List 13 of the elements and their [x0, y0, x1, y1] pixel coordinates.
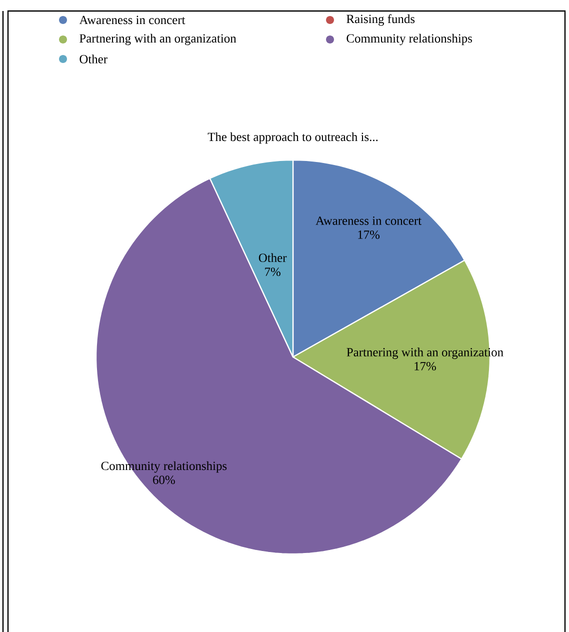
data-label: 17% [358, 230, 380, 239]
slice-label: Other [258, 253, 287, 262]
legend-label: Other [80, 54, 108, 64]
legend-label: Partnering with an organization [80, 34, 236, 46]
legend-label: Awareness in concert [79, 16, 186, 24]
legend-label: Raising funds [346, 14, 415, 26]
slice-label: Awareness in concert [316, 216, 422, 225]
slice-label: Community relationships [101, 461, 227, 473]
data-label: 60% [153, 476, 175, 484]
legend-label: Community relationships [346, 34, 472, 46]
data-label: 7% [265, 268, 280, 276]
text: The best approach to outreach is... [208, 132, 378, 144]
data-label: 17% [414, 362, 436, 370]
